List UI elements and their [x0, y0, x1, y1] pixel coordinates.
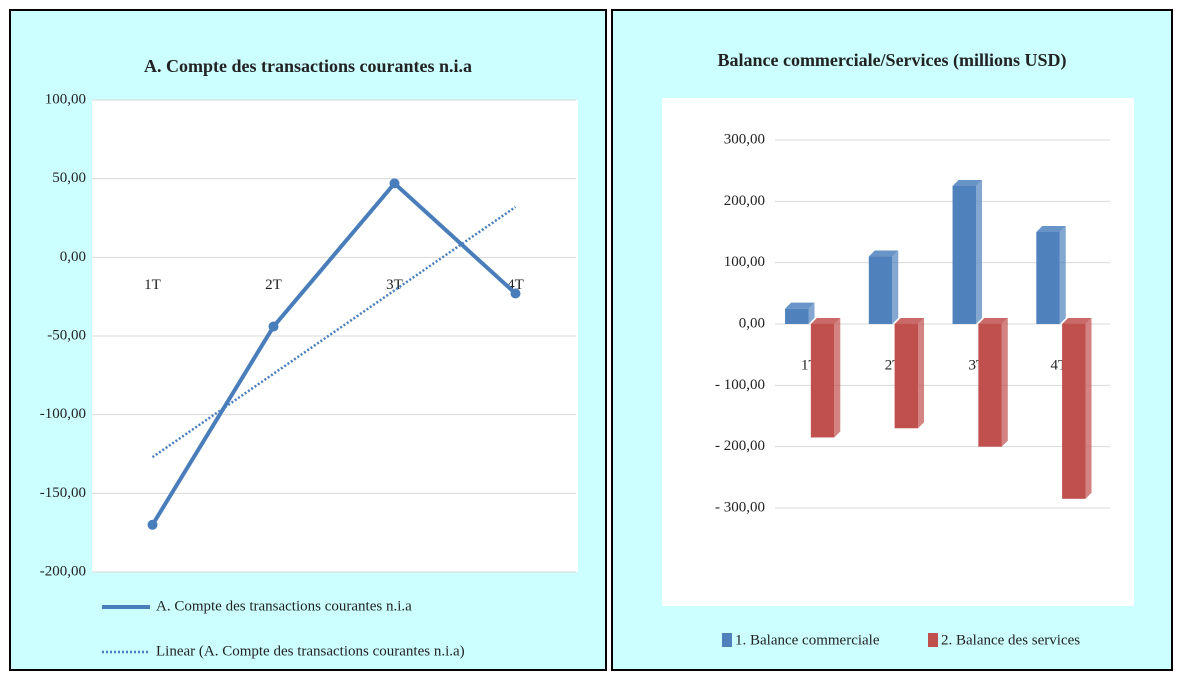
x-tick-label: 2T	[265, 277, 282, 293]
bar-top	[1062, 318, 1092, 324]
bar	[894, 324, 919, 429]
y-tick-label: 100,00	[45, 91, 86, 107]
y-tick-label: -150,00	[40, 485, 86, 501]
bar	[868, 256, 893, 324]
bar	[1062, 324, 1086, 499]
bar-top	[810, 318, 841, 324]
bar-top	[1036, 226, 1066, 232]
bar	[810, 324, 835, 438]
y-tick-label: -50,00	[47, 327, 86, 343]
legend-swatch	[928, 633, 938, 647]
bar-side	[892, 250, 899, 324]
bar-top	[785, 302, 815, 309]
chart-title: Balance commerciale/Services (millions U…	[717, 50, 1066, 71]
bar-top	[952, 180, 982, 186]
legend-label: A. Compte des transactions courantes n.i…	[156, 598, 412, 614]
y-tick-label: - 200,00	[715, 438, 765, 454]
y-tick-label: 100,00	[724, 254, 765, 270]
legend-label: Linear (A. Compte des transactions coura…	[156, 643, 465, 659]
bar	[978, 324, 1002, 447]
bar-top	[868, 250, 899, 257]
x-tick-label: 3T	[386, 277, 403, 293]
bar-side	[918, 318, 925, 429]
legend-label: 2. Balance des services	[941, 632, 1080, 648]
legend-label: 1. Balance commerciale	[735, 632, 880, 648]
marker	[268, 321, 279, 332]
bar	[1036, 232, 1060, 324]
bar	[952, 186, 976, 324]
bar-top	[978, 318, 1008, 324]
y-tick-label: 50,00	[52, 170, 86, 186]
bar-side	[976, 180, 982, 324]
bar-side	[808, 302, 815, 324]
y-tick-label: - 100,00	[715, 377, 765, 393]
line	[151, 205, 517, 459]
bar-side	[1085, 318, 1092, 499]
y-tick-label: -100,00	[40, 406, 86, 422]
marker	[510, 288, 521, 299]
legend-swatch	[722, 633, 732, 647]
chart-title: A. Compte des transactions courantes n.i…	[144, 56, 472, 76]
y-tick-label: 0,00	[739, 315, 765, 331]
marker	[147, 519, 158, 530]
bar-side	[1001, 318, 1008, 447]
bar-side	[1059, 226, 1066, 324]
bar	[785, 308, 809, 324]
marker	[389, 178, 400, 189]
x-tick-label: 1T	[144, 277, 161, 293]
y-tick-label: 200,00	[724, 193, 765, 209]
bar-side	[834, 318, 841, 438]
y-tick-label: - 300,00	[715, 499, 765, 515]
y-tick-label: 300,00	[724, 131, 765, 147]
y-tick-label: 0,00	[60, 249, 86, 265]
line	[150, 180, 517, 526]
bar-top	[894, 318, 925, 324]
y-tick-label: -200,00	[40, 563, 86, 579]
